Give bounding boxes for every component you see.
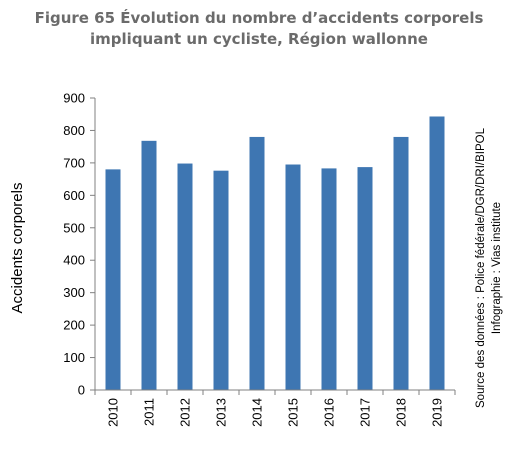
bar-2018: [393, 136, 409, 390]
y-tick-label: 600: [63, 188, 85, 203]
x-tick-label: 2015: [286, 398, 301, 427]
bar-2017: [357, 167, 373, 390]
y-tick-label: 800: [63, 123, 85, 138]
y-axis-label: Accidents corporels: [9, 183, 26, 314]
bar-2013: [213, 170, 229, 390]
x-tick-label: 2011: [142, 398, 157, 426]
x-tick-label: 2018: [394, 398, 409, 427]
y-tick-label: 700: [63, 155, 85, 170]
bar-2015: [285, 164, 301, 390]
bar-2012: [177, 163, 193, 390]
x-tick-label: 2014: [250, 398, 265, 427]
x-tick-label: 2012: [178, 398, 193, 427]
source-note: Source des données : Police fédérale/DGR…: [475, 127, 487, 408]
y-tick-label: 400: [63, 253, 85, 268]
chart-title-line-1: Figure 65 Évolution du nombre d’accident…: [34, 9, 484, 27]
chart-title-line-2: impliquant un cycliste, Région wallonne: [90, 30, 428, 48]
x-tick-label: 2017: [358, 398, 373, 427]
chart-title: Figure 65 Évolution du nombre d’accident…: [0, 8, 518, 50]
y-tick-label: 100: [63, 350, 85, 365]
x-axis-ticks: 2010 2011 2012 2013 2014 2015 2016 2017 2018 2019: [94, 390, 456, 427]
y-tick-label: 200: [63, 318, 85, 333]
y-axis-ticks: 0 100 200 300 400 500 600 700 800 900: [63, 91, 95, 398]
y-tick-label: 900: [63, 91, 85, 106]
x-tick-label: 2016: [322, 398, 337, 427]
bar-2019: [429, 116, 445, 390]
bar-2016: [321, 168, 337, 390]
x-tick-label: 2013: [214, 398, 229, 427]
infographic-credit: Infographie : Vias institute: [491, 202, 503, 334]
x-tick-label: 2010: [106, 398, 121, 427]
x-tick-label: 2019: [430, 398, 445, 427]
bar-2014: [249, 136, 265, 390]
y-tick-label: 500: [63, 220, 85, 235]
y-tick-label: 300: [63, 285, 85, 300]
bar-2010: [105, 169, 121, 390]
bar-2011: [141, 140, 157, 390]
bars-group: [105, 116, 445, 390]
y-tick-label: 0: [78, 383, 85, 398]
